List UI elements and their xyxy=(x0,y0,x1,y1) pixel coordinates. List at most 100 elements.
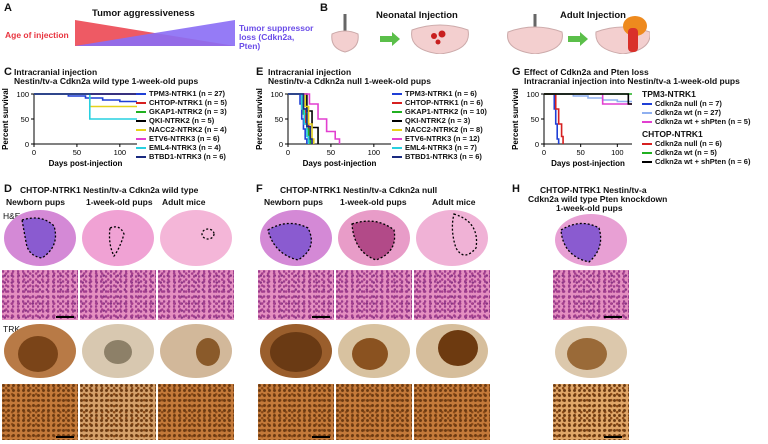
d-he-brain-1week xyxy=(82,210,154,266)
h-trk-brain xyxy=(555,326,627,378)
panel-c-title-2: Nestin/tv-a Cdkn2a wild type 1-week-old … xyxy=(14,76,199,86)
legend-label: Cdkn2a wt + shPten (n = 5) xyxy=(655,117,751,126)
legend-label: NACC2-NTRK2 (n = 8) xyxy=(405,125,483,134)
f-trk-brain-1week xyxy=(338,324,410,378)
legend-item: CHTOP-NTRK1 (n = 5) xyxy=(136,98,227,107)
scale-bar xyxy=(312,436,330,438)
legend-item: Cdkn2a wt + shPten (n = 5) xyxy=(642,117,750,126)
legend-label: CHTOP-NTRK1 (n = 5) xyxy=(149,98,227,107)
y-tick-label: 100 xyxy=(270,90,283,99)
legend-item: Cdkn2a wt + shPten (n = 6) xyxy=(642,157,750,166)
y-tick-label: 0 xyxy=(25,140,29,149)
f-he-brain-1week xyxy=(338,210,410,266)
d-trk-brain-newborn xyxy=(4,324,76,378)
legend-label: NACC2-NTRK2 (n = 4) xyxy=(149,125,227,134)
legend-g-group-2: CHTOP-NTRK1 xyxy=(642,129,703,139)
legend-item: BTBD1-NTRK3 (n = 6) xyxy=(136,152,227,161)
panel-h-label: H xyxy=(512,183,520,195)
panel-b-label: B xyxy=(320,2,328,14)
legend-item: EML4-NTRK3 (n = 7) xyxy=(392,143,487,152)
f-trk-micro-newborn xyxy=(258,384,334,440)
x-tick-label: 100 xyxy=(368,148,381,157)
survival-series-4 xyxy=(544,93,564,144)
legend-label: TPM3-NTRK1 (n = 6) xyxy=(405,89,477,98)
x-tick-label: 50 xyxy=(576,148,584,157)
survival-series-1 xyxy=(544,93,560,144)
panel-a-label: A xyxy=(4,2,12,14)
scale-bar xyxy=(604,436,622,438)
legend-item: BTBD1-NTRK3 (n = 6) xyxy=(392,152,487,161)
d-trk-micro-adult xyxy=(158,384,234,440)
x-axis-label: Days post-injection xyxy=(49,159,123,168)
legend-label: Cdkn2a wt (n = 27) xyxy=(655,108,722,117)
panel-h-title-3: 1-week-old pups xyxy=(556,203,623,213)
legend-swatch xyxy=(392,101,402,104)
legend-label: BTBD1-NTRK3 (n = 6) xyxy=(149,152,226,161)
survival-chart-e: 0 50 100 0 50 100 Days post-injection Percent s… xyxy=(255,88,391,168)
legend-swatch xyxy=(136,119,146,122)
f-trk-brain-newborn xyxy=(260,324,332,378)
legend-c: TPM3-NTRK1 (n = 27) CHTOP-NTRK1 (n = 5) GK… xyxy=(136,89,227,161)
arrow-icon xyxy=(568,32,588,46)
panel-g-title-2: Intracranial injection into Nestin/tv-a … xyxy=(524,76,740,86)
h-he-micro xyxy=(553,270,629,320)
x-axis-label: Days post-injection xyxy=(303,159,377,168)
suppressor-wedge xyxy=(75,20,235,46)
legend-item: GKAP1-NTRK2 (n = 10) xyxy=(392,107,487,116)
survival-series-1 xyxy=(34,93,137,103)
survival-series-6 xyxy=(544,93,632,105)
legend-swatch xyxy=(392,92,402,95)
x-tick-label: 0 xyxy=(542,148,546,157)
legend-g-group-1: TPM3-NTRK1 xyxy=(642,89,696,99)
legend-swatch xyxy=(136,128,146,131)
f-col-adult: Adult mice xyxy=(432,197,476,207)
legend-swatch xyxy=(136,101,146,104)
legend-item: ETV6-NTRK3 (n = 6) xyxy=(136,134,227,143)
legend-swatch xyxy=(392,119,402,122)
legend-item: TPM3-NTRK1 (n = 6) xyxy=(392,89,487,98)
y-axis-label: Percent survival xyxy=(1,88,10,150)
panel-h-title-1: CHTOP-NTRK1 Nestin/tv-a xyxy=(540,185,647,195)
legend-item: GKAP1-NTRK2 (n = 3) xyxy=(136,107,227,116)
legend-item: Cdkn2a wt (n = 5) xyxy=(642,148,750,157)
d-he-micro-1week xyxy=(80,270,156,320)
x-tick-label: 0 xyxy=(32,148,36,157)
legend-label: QKI-NTRK2 (n = 5) xyxy=(149,116,215,125)
legend-label: ETV6-NTRK3 (n = 6) xyxy=(149,134,220,143)
f-he-micro-newborn xyxy=(258,270,334,320)
survival-series-7 xyxy=(288,93,310,144)
panel-a-title: Tumor aggressiveness xyxy=(92,8,195,19)
y-axis-label: Percent survival xyxy=(255,88,264,150)
y-axis-label: Percent survival xyxy=(511,88,520,150)
f-he-micro-adult xyxy=(414,270,490,320)
panel-g-title-1: Effect of Cdkn2a and Pten loss xyxy=(524,67,649,77)
panel-f-title: CHTOP-NTRK1 Nestin/tv-a Cdkn2a null xyxy=(280,185,438,195)
f-trk-micro-adult xyxy=(414,384,490,440)
d-col-adult: Adult mice xyxy=(162,197,206,207)
legend-swatch xyxy=(136,110,146,113)
neonatal-injection-label: Neonatal Injection xyxy=(376,10,458,21)
survival-series-1 xyxy=(288,93,308,144)
f-col-newborn: Newborn pups xyxy=(264,197,324,207)
d-trk-micro-1week xyxy=(80,384,156,440)
legend-label: Cdkn2a null (n = 6) xyxy=(655,139,722,148)
y-tick-label: 100 xyxy=(526,90,539,99)
tumor-suppressor-label: Tumor suppressor loss (Cdkn2a, Pten) xyxy=(239,23,314,51)
legend-label: BTBD1-NTRK3 (n = 6) xyxy=(405,152,482,161)
legend-g: TPM3-NTRK1 Cdkn2a null (n = 7) Cdkn2a wt … xyxy=(642,90,750,166)
survival-series-5 xyxy=(288,93,315,144)
legend-swatch xyxy=(642,142,652,145)
d-he-micro-adult xyxy=(158,270,234,320)
h-trk-micro xyxy=(553,384,629,440)
legend-swatch xyxy=(392,146,402,149)
legend-label: GKAP1-NTRK2 (n = 3) xyxy=(149,107,227,116)
panel-g-label: G xyxy=(512,66,521,78)
legend-item: Cdkn2a wt (n = 27) xyxy=(642,108,750,117)
f-he-brain-adult xyxy=(416,210,488,266)
x-tick-label: 100 xyxy=(611,148,624,157)
legend-swatch xyxy=(642,151,652,154)
f-trk-brain-adult xyxy=(416,324,488,378)
legend-label: EML4-NTRK3 (n = 4) xyxy=(149,143,221,152)
d-trk-brain-1week xyxy=(82,324,154,378)
legend-e: TPM3-NTRK1 (n = 6) CHTOP-NTRK1 (n = 6) GKA… xyxy=(392,89,487,161)
